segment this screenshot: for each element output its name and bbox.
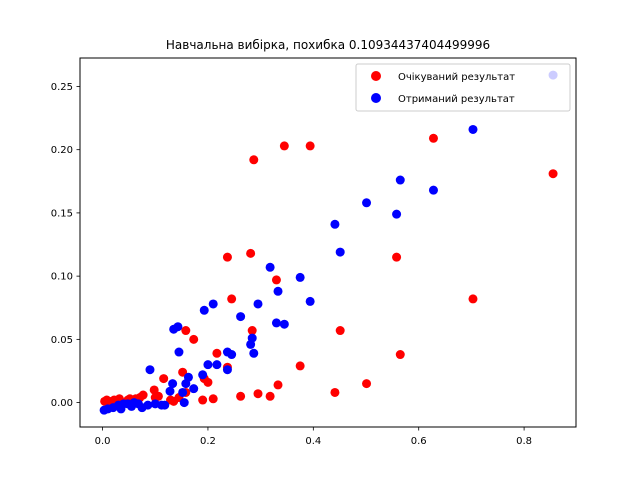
obtained-point-34 — [169, 324, 179, 334]
legend-label-expected: Очікуваний результат — [398, 71, 515, 83]
obtained-point-8 — [305, 296, 315, 306]
expected-point-12 — [271, 275, 281, 285]
expected-point-22 — [212, 348, 222, 358]
expected-point-2 — [428, 133, 438, 143]
obtained-point-5 — [362, 198, 372, 208]
expected-point-47 — [100, 396, 110, 406]
expected-point-34 — [159, 374, 169, 384]
legend-marker-expected — [371, 71, 381, 81]
expected-point-4 — [392, 252, 402, 262]
expected-point-9 — [295, 361, 305, 371]
obtained-point-4 — [392, 209, 402, 219]
legend-label-obtained: Отриманий результат — [398, 94, 515, 105]
expected-point-30 — [178, 367, 188, 377]
obtained-point-31 — [178, 387, 188, 397]
obtained-point-22 — [212, 360, 222, 370]
obtained-point-1 — [468, 124, 478, 134]
expected-point-26 — [198, 395, 208, 405]
expected-point-3 — [395, 350, 405, 360]
expected-point-1 — [468, 294, 478, 304]
expected-point-33 — [166, 395, 176, 405]
expected-point-0 — [548, 169, 558, 179]
obtained-point-23 — [208, 299, 218, 309]
obtained-point-7 — [330, 219, 340, 229]
obtained-point-10 — [279, 319, 289, 329]
obtained-point-14 — [253, 299, 263, 309]
expected-point-28 — [181, 326, 191, 336]
obtained-point-27 — [189, 384, 199, 394]
obtained-point-9 — [295, 272, 305, 282]
expected-point-16 — [247, 326, 257, 336]
y-tick-label: 0.20 — [51, 145, 73, 156]
expected-point-14 — [253, 389, 263, 399]
obtained-point-15 — [249, 348, 259, 358]
expected-point-23 — [208, 394, 218, 404]
expected-point-19 — [227, 294, 237, 304]
obtained-point-18 — [236, 312, 246, 322]
axes-frame — [79, 57, 577, 428]
obtained-point-24 — [203, 360, 213, 370]
obtained-point-32 — [174, 347, 184, 357]
expected-point-7 — [330, 387, 340, 397]
chart-title: Навчальна вибірка, похибка 0.10934437404… — [166, 38, 490, 52]
obtained-point-20 — [222, 347, 232, 357]
expected-point-10 — [279, 141, 289, 151]
expected-point-8 — [305, 141, 315, 151]
expected-point-37 — [149, 385, 159, 395]
obtained-point-21 — [222, 365, 232, 375]
legend: Очікуваний результат Отриманий результат — [355, 63, 571, 112]
obtained-point-12 — [271, 318, 281, 328]
expected-point-18 — [236, 391, 246, 401]
obtained-point-50 — [99, 405, 109, 415]
obtained-point-26 — [198, 370, 208, 380]
obtained-point-3 — [395, 175, 405, 185]
x-tick-label: 0.6 — [411, 436, 427, 447]
expected-point-11 — [273, 380, 283, 390]
obtained-point-25 — [199, 305, 209, 315]
obtained-point-51 — [129, 398, 139, 408]
expected-point-36 — [150, 393, 160, 403]
x-tick-label: 0.8 — [516, 436, 532, 447]
obtained-point-36 — [165, 386, 175, 396]
y-tick-label: 0.15 — [51, 208, 73, 219]
legend-box — [355, 63, 571, 112]
x-tick-label: 0.4 — [305, 436, 321, 447]
obtained-point-11 — [273, 286, 283, 296]
y-tick-label: 0.00 — [51, 398, 73, 409]
obtained-point-39 — [150, 399, 160, 409]
plot-points — [99, 70, 558, 415]
y-tick-label: 0.25 — [51, 82, 73, 93]
expected-point-13 — [265, 391, 275, 401]
expected-point-15 — [249, 155, 259, 165]
expected-point-5 — [362, 379, 372, 389]
obtained-point-2 — [428, 185, 438, 195]
expected-point-27 — [189, 334, 199, 344]
expected-point-20 — [222, 252, 232, 262]
obtained-point-6 — [335, 247, 345, 257]
x-tick-label: 0.0 — [95, 436, 111, 447]
obtained-point-17 — [246, 339, 256, 349]
obtained-point-13 — [265, 262, 275, 272]
obtained-point-52 — [119, 399, 129, 409]
legend-marker-obtained — [371, 93, 381, 103]
x-axis: 0.0 0.2 0.4 0.6 0.8 — [95, 427, 532, 447]
obtained-point-35 — [168, 379, 178, 389]
obtained-point-29 — [181, 379, 191, 389]
y-axis: 0.00 0.05 0.10 0.15 0.20 0.25 — [51, 82, 80, 409]
obtained-point-40 — [145, 365, 155, 375]
expected-point-17 — [246, 248, 256, 258]
y-tick-label: 0.10 — [51, 272, 73, 283]
y-tick-label: 0.05 — [51, 335, 73, 346]
x-tick-label: 0.2 — [200, 436, 216, 447]
obtained-point-30 — [179, 398, 189, 408]
expected-point-6 — [335, 326, 345, 336]
